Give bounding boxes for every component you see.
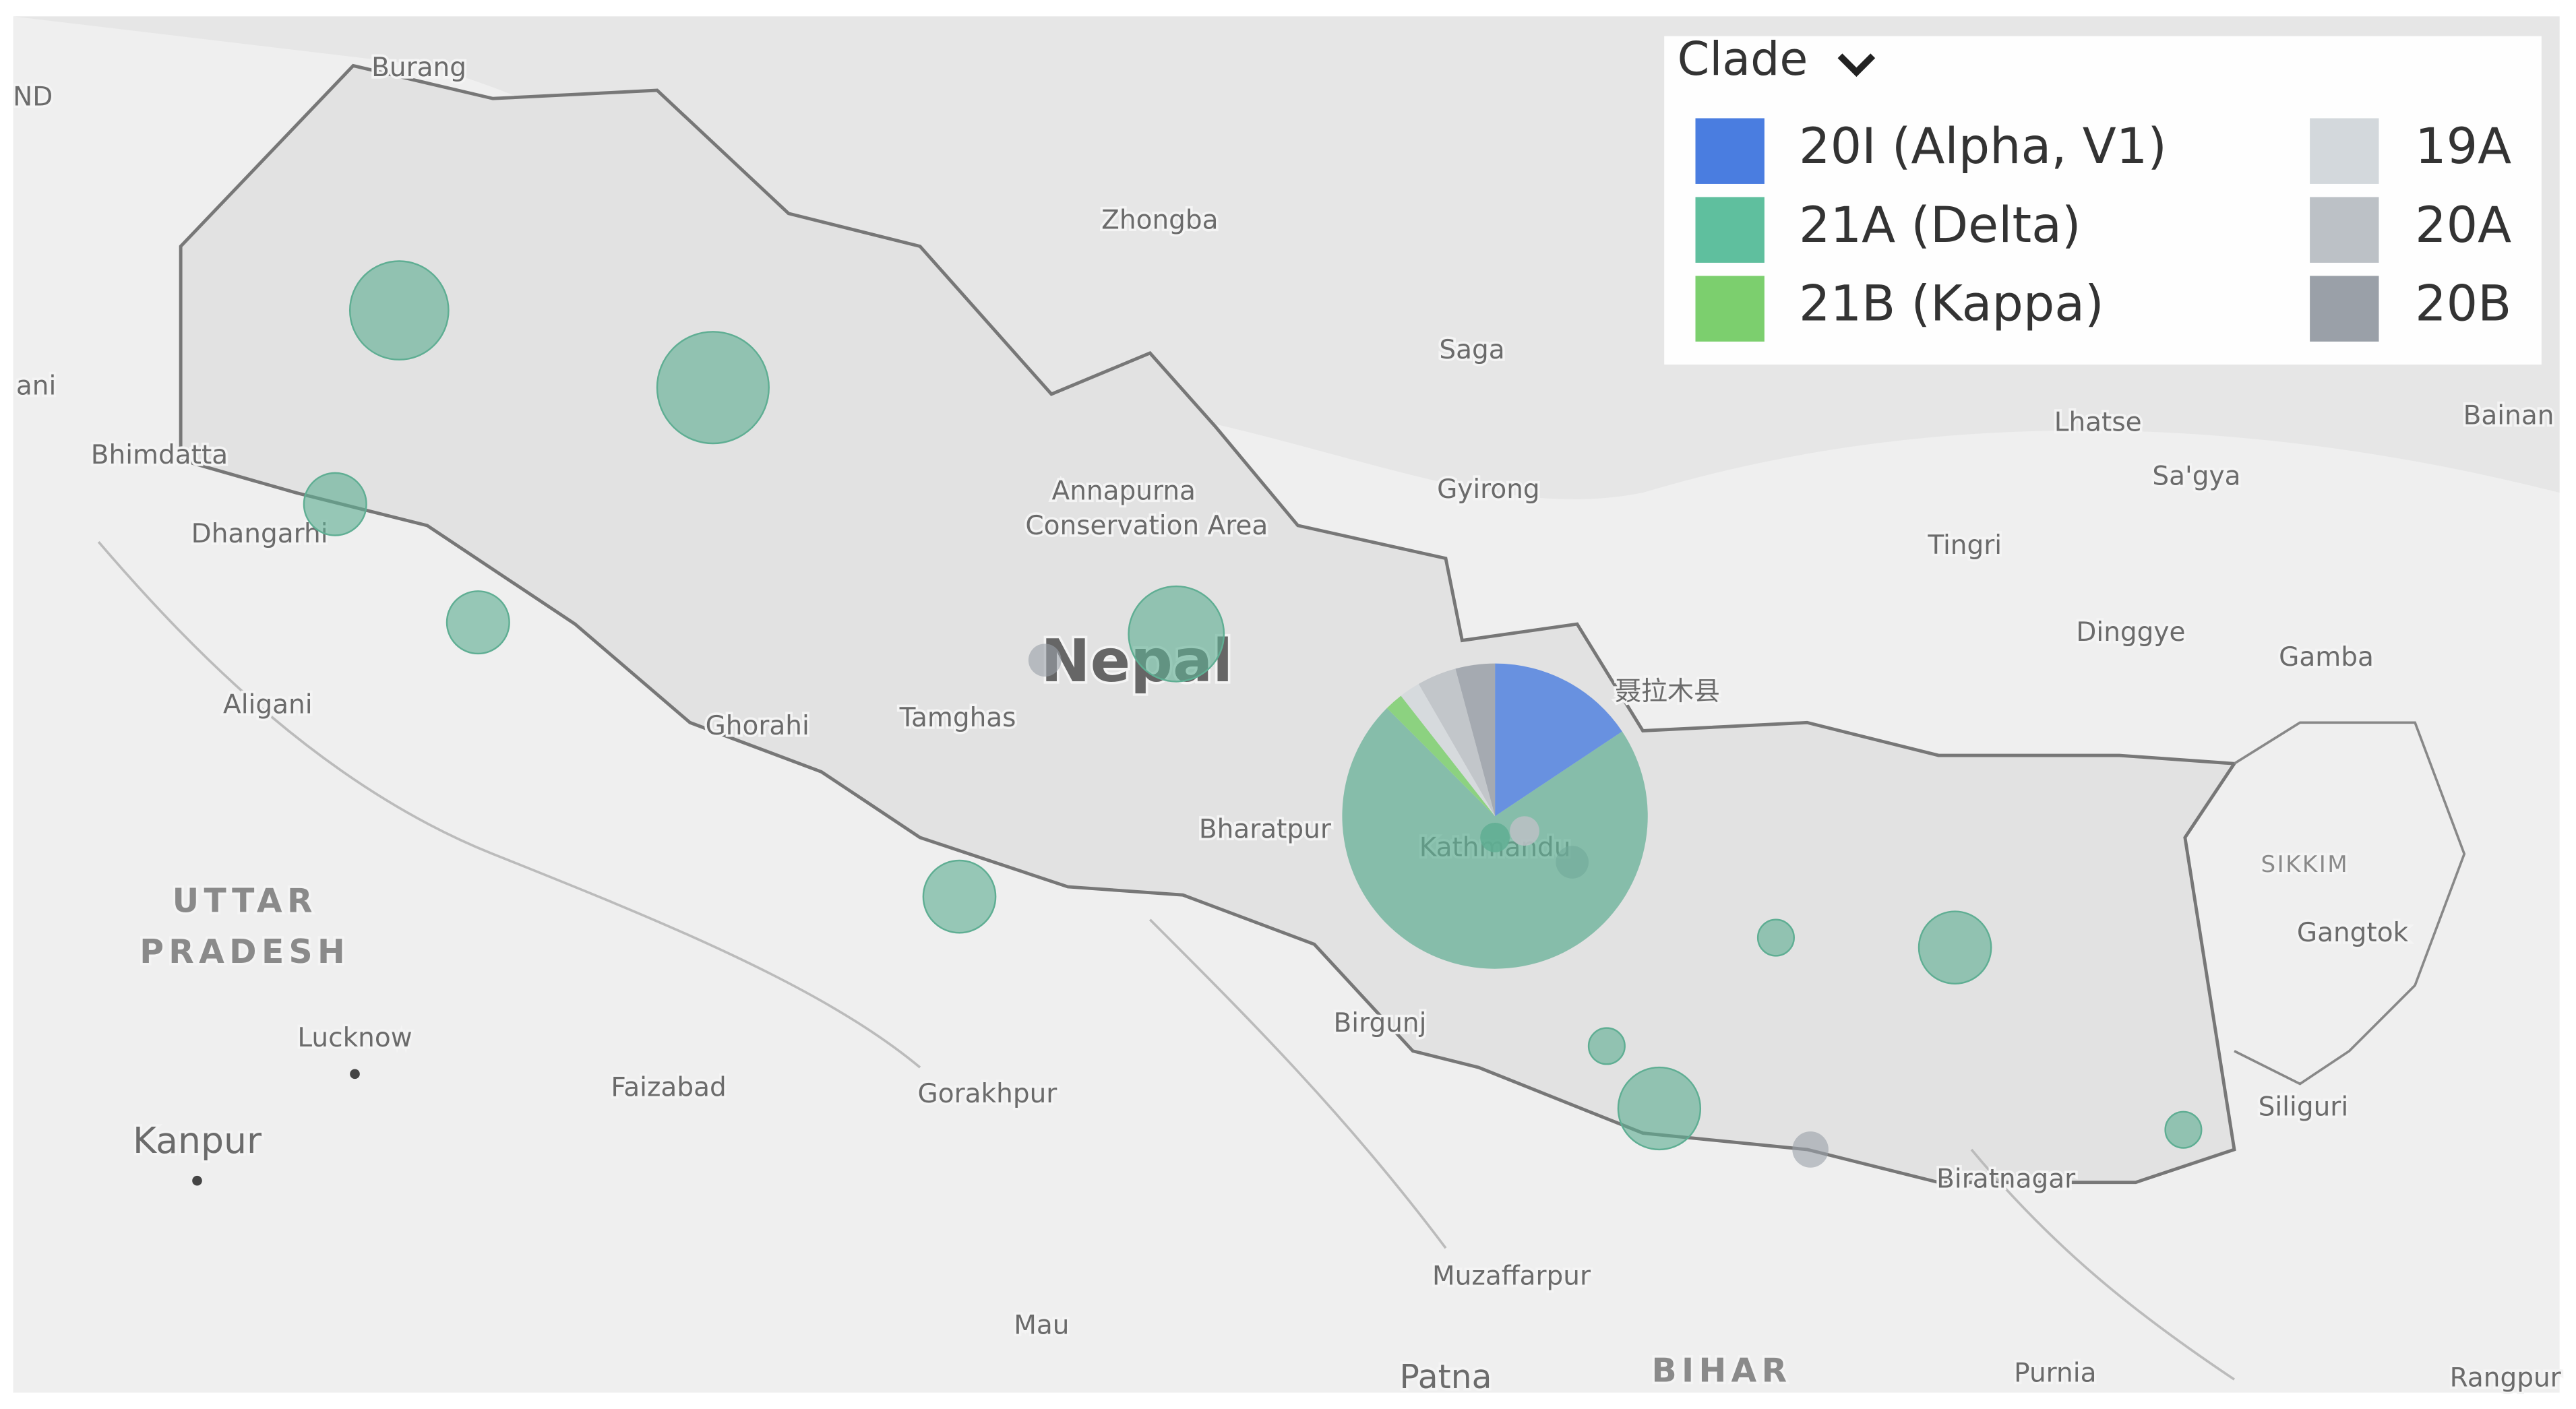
- pie-slice[interactable]: [1386, 695, 1496, 817]
- bubble[interactable]: [1480, 822, 1510, 852]
- place-label: ND: [13, 82, 53, 113]
- legend-swatch[interactable]: [2310, 276, 2379, 342]
- place-label: Biratnagar: [1936, 1164, 2076, 1195]
- state-border: [2234, 721, 2466, 1086]
- place-label: Bainan: [2463, 401, 2554, 431]
- legend-title[interactable]: Clade: [1678, 33, 1808, 86]
- place-label: Birgunj: [1334, 1008, 1427, 1038]
- place-label: Lucknow: [297, 1023, 412, 1053]
- region-label: BIHAR: [1652, 1352, 1792, 1389]
- bubble[interactable]: [348, 260, 450, 361]
- region-label: UTTAR: [173, 882, 317, 920]
- place-label: Rangpur: [2450, 1363, 2562, 1394]
- pie-slice[interactable]: [1418, 668, 1496, 817]
- sample-bubbles: [303, 260, 2203, 1168]
- legend-swatch[interactable]: [1695, 276, 1765, 342]
- place-label: Lhatse: [2054, 407, 2142, 437]
- dropdown-chevron[interactable]: [1837, 53, 1876, 77]
- place-label: ani: [16, 371, 56, 402]
- bubble[interactable]: [2164, 1110, 2203, 1149]
- pie-bubble[interactable]: [1342, 663, 1648, 969]
- river: [97, 541, 2236, 1381]
- place-label: Gorakhpur: [918, 1079, 1058, 1109]
- place-label: Conservation Area: [1025, 511, 1268, 541]
- bubble[interactable]: [1128, 585, 1225, 683]
- legend-label[interactable]: 20A: [2415, 197, 2511, 254]
- place-label: Kanpur: [133, 1119, 262, 1162]
- bubble[interactable]: [446, 590, 510, 655]
- pie-slice[interactable]: [1401, 684, 1496, 817]
- place-label: Dhangarhi: [191, 519, 328, 549]
- bubble[interactable]: [922, 859, 997, 934]
- bubble[interactable]: [303, 472, 367, 536]
- legend-label[interactable]: 20B: [2415, 276, 2511, 333]
- place-label: Dinggye: [2076, 617, 2185, 648]
- legend-swatch[interactable]: [2310, 118, 2379, 184]
- legend-box: [1664, 36, 2542, 365]
- legend: Clade 20I (Alpha, V1) 21A (Delta) 21B (K…: [1664, 33, 2542, 365]
- place-labels: Burang Zhongba Saga Lhatse Bainan Sa'gya…: [10, 50, 2564, 1399]
- legend-label[interactable]: 19A: [2415, 118, 2511, 175]
- place-label: Purnia: [2014, 1358, 2096, 1388]
- bubble[interactable]: [1617, 1066, 1702, 1151]
- legend-label[interactable]: 20I (Alpha, V1): [1799, 118, 2167, 175]
- pie-slice[interactable]: [1455, 663, 1496, 817]
- place-label: Aligani: [223, 689, 313, 720]
- place-label: Tingri: [1927, 530, 2002, 561]
- place-label: Patna: [1400, 1358, 1492, 1396]
- place-label: Bharatpur: [1199, 815, 1332, 845]
- legend-swatch[interactable]: [1695, 118, 1765, 184]
- place-label: Sa'gya: [2152, 462, 2240, 492]
- place-label: Gyirong: [1437, 474, 1540, 505]
- place-label: Burang: [371, 53, 466, 83]
- place-label: Annapurna: [1052, 476, 1196, 507]
- city-dot: [350, 1069, 360, 1079]
- region-label: SIKKIM: [2261, 851, 2350, 878]
- place-label: 聂拉木县: [1615, 677, 1720, 707]
- region-label: PRADESH: [140, 933, 350, 971]
- place-label: Gamba: [2279, 642, 2374, 672]
- bubble[interactable]: [1028, 644, 1062, 677]
- bubble[interactable]: [1756, 918, 1795, 957]
- bubble[interactable]: [1918, 910, 1992, 985]
- pie-slice[interactable]: [1495, 663, 1622, 817]
- bubble[interactable]: [656, 331, 770, 445]
- legend-label[interactable]: 21B (Kappa): [1799, 276, 2104, 333]
- place-label: Mau: [1014, 1311, 1069, 1341]
- legend-label[interactable]: 21A (Delta): [1799, 197, 2081, 254]
- place-label: Muzaffarpur: [1432, 1261, 1591, 1292]
- place-label: Saga: [1439, 335, 1504, 365]
- bubble[interactable]: [1792, 1131, 1829, 1168]
- place-label: Faizabad: [611, 1072, 726, 1102]
- bubble[interactable]: [1587, 1027, 1626, 1065]
- place-label: Siliguri: [2259, 1092, 2349, 1123]
- city-dot: [192, 1175, 202, 1186]
- legend-swatch[interactable]: [2310, 197, 2379, 263]
- bubble[interactable]: [1510, 816, 1539, 846]
- place-label: Tamghas: [899, 703, 1016, 733]
- legend-swatch[interactable]: [1695, 197, 1765, 263]
- place-label: Bhimdatta: [91, 440, 228, 470]
- place-label: Gangtok: [2297, 918, 2409, 948]
- place-label: Ghorahi: [706, 711, 809, 741]
- place-label: Zhongba: [1101, 206, 1218, 236]
